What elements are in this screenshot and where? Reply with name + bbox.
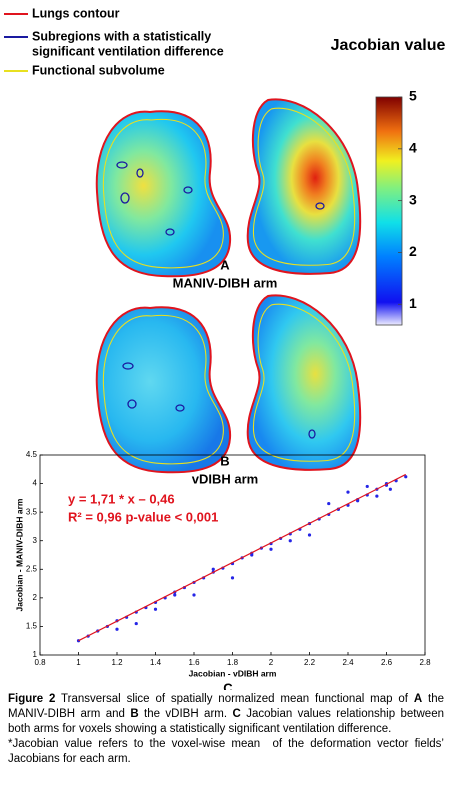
scatter-point <box>173 593 177 597</box>
y-tick-label: 3.5 <box>26 507 38 516</box>
x-tick-label: 1 <box>76 658 81 667</box>
caption-text: C <box>232 708 241 720</box>
scatter-chart: 0.8 1 1.2 1.4 1.6 1.8 2 2.2 2.4 2.6 2.811.522.533.… <box>14 450 431 678</box>
figure: Lungs contour Subregions with a statistic… <box>4 6 446 690</box>
x-tick-label: 1.6 <box>188 658 200 667</box>
x-axis-label: Jacobian - vDIBH arm <box>189 668 277 678</box>
fit-line <box>78 473 407 642</box>
legend-label: Functional subvolume <box>32 63 165 77</box>
scatter-point <box>307 533 312 537</box>
panel-label: MANIV-DIBH arm <box>173 275 278 290</box>
panel-label: vDIBH arm <box>192 471 258 486</box>
panel-letter: C <box>223 680 233 690</box>
x-tick-label: 1.2 <box>111 658 123 667</box>
x-tick-label: 2 <box>269 658 274 667</box>
colorbar-title: Jacobian value <box>331 37 446 54</box>
x-tick-label: 0.8 <box>34 658 46 667</box>
colorbar-tick-label: 3 <box>409 191 417 207</box>
scatter-point <box>250 553 254 557</box>
colorbar-tick-label: 1 <box>409 295 417 311</box>
x-tick-label: 2.4 <box>342 658 354 667</box>
scatter-point <box>211 567 215 571</box>
legend-label: Lungs contour <box>32 6 120 20</box>
scatter-point <box>327 501 331 506</box>
x-tick-label: 1.8 <box>227 658 239 667</box>
scatter-point <box>230 576 235 580</box>
caption-text: B <box>130 708 139 720</box>
colorbar-tick-label: 5 <box>409 88 417 104</box>
x-tick-label: 2.8 <box>419 658 431 667</box>
panel-letter: B <box>220 453 229 468</box>
scatter-point <box>134 621 138 626</box>
lung-map-a <box>95 98 362 278</box>
colorbar-tick-label: 2 <box>409 243 417 259</box>
y-tick-label: 2 <box>33 593 38 602</box>
x-tick-label: 2.6 <box>381 658 393 667</box>
y-tick-label: 1 <box>33 650 38 659</box>
scatter-point <box>288 539 292 543</box>
y-tick-label: 4 <box>33 479 38 488</box>
scatter-point <box>115 627 119 631</box>
scatter-point <box>404 475 408 479</box>
caption-text: Figure 2 <box>8 693 56 705</box>
colorbar-tick-label: 4 <box>409 140 417 156</box>
caption-text: the vDIBH arm. <box>138 708 233 720</box>
x-tick-label: 1.4 <box>150 658 162 667</box>
legend-label: significant ventilation difference <box>32 44 224 58</box>
scatter-point <box>365 484 369 489</box>
legend-label: Subregions with a statistically <box>32 29 211 43</box>
scatter-point <box>388 487 392 491</box>
caption-text: Jacobian values relationship between bot… <box>8 708 448 735</box>
caption-note: *Jacobian value refers to the voxel-wise… <box>8 738 448 765</box>
right-lung <box>246 98 362 275</box>
annotation: R² = 0,96 p-value < 0,001 <box>68 509 218 524</box>
subregions <box>122 362 316 439</box>
x-tick-label: 2.2 <box>304 658 316 667</box>
lung-map-b <box>95 294 362 474</box>
caption-text: Transversal slice of spatially normalize… <box>55 693 414 705</box>
scatter-point <box>346 490 350 494</box>
caption-text: A <box>413 693 423 705</box>
right-lung <box>246 294 362 471</box>
y-tick-label: 2.5 <box>26 564 38 573</box>
y-tick-label: 3 <box>33 536 38 545</box>
caption-paragraph: Figure 2 Transversal slice of spatially … <box>8 692 444 737</box>
scatter-point <box>375 494 379 498</box>
y-tick-label: 4.5 <box>26 450 38 459</box>
scatter-point <box>269 547 273 551</box>
scatter-point <box>192 593 196 597</box>
colorbar-ticks: 1 2 3 4 5 <box>398 88 417 311</box>
y-axis-label: Jacobian - MANIV-DIBH arm <box>14 498 24 611</box>
y-tick-label: 1.5 <box>26 622 38 631</box>
legend: Lungs contour Subregions with a statistic… <box>4 6 224 77</box>
caption: Figure 2 Transversal slice of spatially … <box>8 692 444 767</box>
scatter-point <box>153 607 158 611</box>
caption-text: the MANIV-DIBH arm and <box>8 693 448 720</box>
colorbar <box>375 96 403 326</box>
annotation: y = 1,71 * x – 0,46 <box>68 491 175 506</box>
subregions <box>116 161 325 236</box>
panel-letter: A <box>220 257 230 272</box>
